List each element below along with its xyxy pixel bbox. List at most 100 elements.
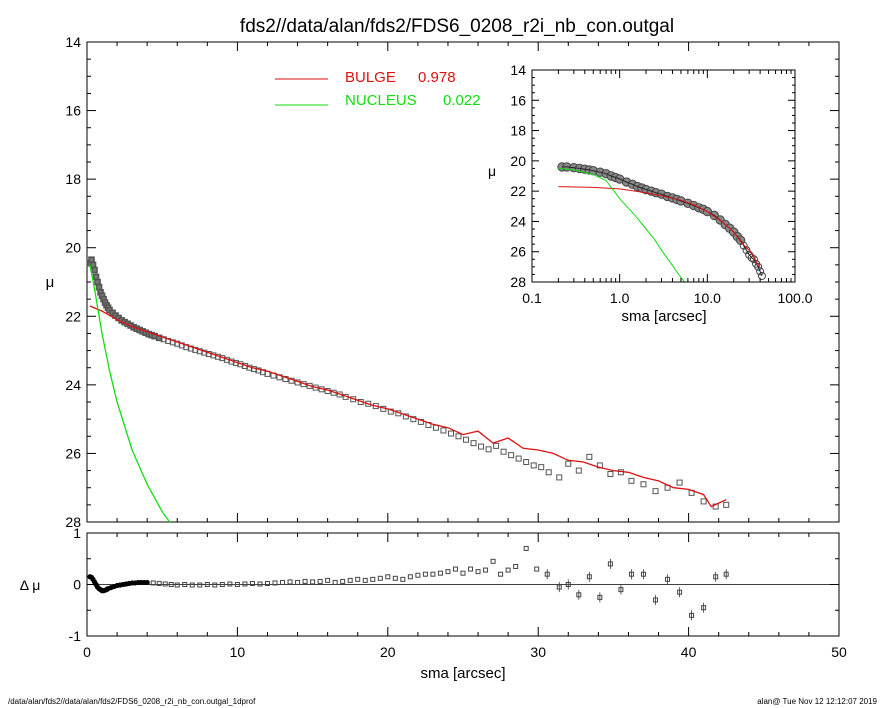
footer-file-path: /data/alan/fds2//data/alan/fds2/FDS6_020…: [8, 697, 256, 706]
inset-panel: 14 16 18 20 22 24 26 28 0.1 1.0 10.0 100.0 μ sma […: [488, 62, 813, 325]
residual-x-tick-label: 10: [230, 644, 246, 660]
inset-y-tick-label: 26: [510, 244, 526, 260]
residual-data-point: [437, 570, 443, 576]
residual-x-ticks: 0 10 20 30 40 50: [83, 533, 847, 660]
residual-data-point: [377, 575, 383, 581]
main-data-point: [700, 498, 707, 505]
residual-data-point: [677, 589, 683, 595]
residual-data-point: [475, 569, 481, 575]
footer-user-timestamp: alan@ Tue Nov 12 12:12:07 2019: [757, 697, 877, 706]
residual-data-point: [150, 580, 156, 586]
inset-y-tick-label: 20: [510, 153, 526, 169]
residual-y-tick-label: 0: [73, 577, 81, 593]
main-y-ticks: 14 16 18 20 22 24 26 28: [65, 34, 840, 530]
main-data-point: [523, 459, 530, 465]
main-data-point: [478, 443, 485, 450]
residual-data-point: [234, 582, 240, 587]
legend-nucleus-value: 0.022: [443, 92, 481, 109]
main-y-axis-label: μ: [46, 274, 55, 291]
residual-data-point: [490, 558, 496, 564]
inset-x-tick-label: 1.0: [610, 290, 630, 306]
main-data-point: [545, 469, 552, 476]
main-data-point: [586, 453, 593, 460]
inset-y-tick-label: 24: [510, 213, 526, 229]
main-y-tick-label: 20: [65, 240, 81, 256]
residual-data-point: [689, 612, 695, 618]
residual-data-point: [156, 580, 162, 586]
main-y-tick-label: 22: [65, 308, 81, 324]
inset-x-tick-label: 100.0: [777, 290, 812, 306]
residual-data-point: [257, 581, 263, 587]
residual-data-point: [618, 587, 624, 593]
main-data-point: [556, 474, 563, 481]
residual-data-point: [295, 579, 301, 585]
residual-x-tick-label: 50: [831, 644, 847, 660]
chart-title: fds2//data/alan/fds2/FDS6_0208_r2i_nb_co…: [240, 16, 674, 37]
residual-data-point: [332, 579, 338, 585]
legend-nucleus-label: NUCLEUS: [345, 92, 417, 109]
residual-x-tick-label: 20: [380, 644, 396, 660]
inset-x-ticks: 0.1 1.0 10.0 100.0: [522, 70, 813, 306]
residual-x-tick-label: 30: [530, 644, 546, 660]
main-data-point: [493, 442, 500, 449]
residual-y-axis-label: Δ μ: [20, 577, 41, 593]
residual-data-point: [523, 545, 529, 551]
inset-data-point: [756, 267, 765, 276]
inset-y-ticks: 14 16 18 20 22 24 26 28: [510, 62, 795, 290]
inset-data-point: [757, 271, 766, 280]
residual-data-point: [653, 597, 659, 603]
main-data-point: [410, 416, 417, 423]
residual-data-point: [189, 582, 195, 588]
residual-data-point: [385, 574, 391, 580]
main-data-point: [607, 471, 614, 477]
residual-data-point: [355, 576, 361, 582]
main-data-point: [92, 273, 100, 281]
residual-data-point: [586, 574, 592, 580]
main-data-point: [723, 501, 730, 508]
legend-bulge-label: BULGE: [345, 69, 396, 86]
main-data-point: [447, 430, 454, 437]
residual-data-point: [310, 579, 316, 585]
inset-y-tick-label: 14: [510, 62, 526, 78]
residual-data-point: [168, 582, 174, 587]
main-panel: 14 16 18 20 22 24 26 28 μ BULGE 0.978 NUCLEUS 0…: [46, 34, 840, 530]
residual-data-point: [640, 571, 646, 577]
legend-bulge-value: 0.978: [418, 69, 456, 86]
residual-data-point: [317, 578, 323, 584]
inset-data-point: [754, 262, 763, 271]
main-y-tick-label: 28: [65, 514, 81, 530]
main-data-point: [282, 376, 289, 383]
residual-data-point: [597, 594, 603, 600]
main-data-point: [538, 464, 545, 471]
residual-data-point: [565, 582, 571, 587]
residual-data-point: [162, 581, 168, 587]
inset-series: [557, 162, 766, 283]
residual-data-point: [182, 582, 188, 587]
residual-y-tick-label: 1: [73, 525, 81, 541]
residual-x-tick-label: 40: [681, 644, 697, 660]
main-nucleus-line: [89, 264, 171, 523]
residual-data-point: [280, 579, 286, 585]
residual-data-point: [264, 580, 270, 586]
inset-y-tick-label: 16: [510, 92, 526, 108]
residual-data-point: [628, 571, 634, 577]
residual-y-tick-label: -1: [69, 628, 82, 644]
residual-data-point: [556, 584, 562, 590]
residual-data-point: [325, 577, 331, 583]
main-data-point: [463, 436, 470, 443]
residual-data-point: [272, 580, 278, 586]
main-y-tick-label: 16: [65, 103, 81, 119]
main-data-point: [652, 488, 659, 495]
inset-data-point: [742, 246, 751, 255]
residual-data-point: [576, 592, 582, 598]
main-data-point: [89, 261, 97, 269]
residual-data-point: [302, 578, 308, 584]
residual-data-point: [204, 582, 210, 587]
residual-data-point: [544, 571, 550, 577]
inset-x-axis-label: sma [arcsec]: [621, 308, 706, 325]
main-data-point: [94, 278, 101, 286]
inset-x-tick-label: 0.1: [522, 290, 542, 306]
residual-data-point: [534, 566, 540, 572]
residual-data-point: [468, 566, 474, 572]
